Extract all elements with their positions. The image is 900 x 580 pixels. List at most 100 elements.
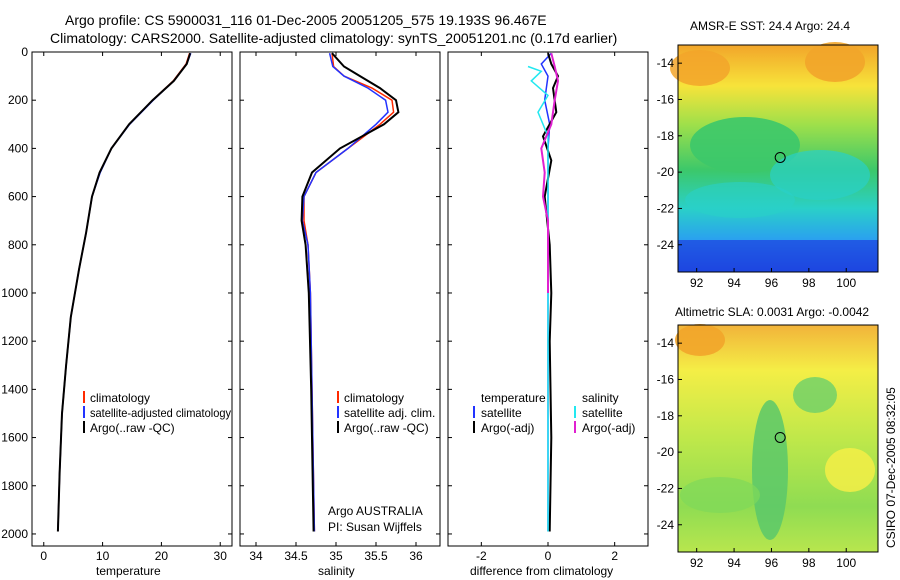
csiro-timestamp: CSIRO 07-Dec-2005 08:32:05 (884, 387, 898, 548)
sst-warm-patch (805, 42, 865, 82)
map-y-tick-label: -20 (657, 165, 675, 179)
depth-tick-label: 600 (8, 190, 28, 204)
map-y-tick-label: -18 (657, 409, 675, 423)
sla-green-ridge (752, 400, 788, 540)
difference-axis-label: difference from climatology (470, 564, 613, 578)
series-line-argo-raw-qc- (300, 52, 400, 532)
difference-legend: temperature satellite Argo(-adj) salinit… (473, 391, 635, 435)
legend-salinity-header: salinity (582, 391, 619, 405)
depth-tick-label: 1200 (1, 334, 28, 348)
sst-map-axes: 92 94 96 98 100 -14 -16 -18 -20 -22 -24 (657, 56, 857, 290)
temperature-axis-label: temperature (96, 564, 161, 578)
sst-cyan-patch (770, 150, 870, 200)
map-y-tick-label: -20 (657, 445, 675, 459)
sla-green-patch (680, 477, 760, 513)
legend-climatology: climatology (344, 391, 404, 405)
x-tick-label: 36 (409, 549, 423, 563)
map-x-tick-label: 92 (690, 556, 704, 570)
x-axis-ticks: 0 10 20 30 34 34.5 35 35.5 36 -2 0 2 (40, 52, 618, 563)
sst-float-marker (774, 151, 786, 163)
sst-cold-band (678, 240, 878, 272)
figure-title-line2: Climatology: CARS2000. Satellite-adjuste… (50, 30, 617, 46)
sla-map-axes: 92 94 96 98 100 -14 -16 -18 -20 -22 -24 (657, 336, 857, 570)
figure-title-line1: Argo profile: CS 5900031_116 01-Dec-2005… (65, 12, 547, 28)
depth-tick-label: 1800 (1, 479, 28, 493)
map-x-tick-label: 92 (690, 276, 704, 290)
series-line-satellite-adjusted-climatology (57, 52, 192, 532)
series-line-salinity-argo-adj- (540, 52, 560, 293)
legend-satellite-adjusted: satellite-adjusted climatology (90, 406, 231, 420)
pi-label: PI: Susan Wijffels (328, 520, 422, 534)
depth-tick-label: 800 (8, 238, 28, 252)
map-y-tick-label: -16 (657, 372, 675, 386)
legend-argo: Argo(..raw -QC) (344, 421, 429, 435)
legend-temperature-header: temperature (481, 391, 546, 405)
sst-cyan-patch (685, 182, 795, 218)
legend-sal-argo: Argo(-adj) (582, 421, 635, 435)
x-tick-label: 2 (611, 549, 618, 563)
temperature-panel (31, 51, 233, 547)
sst-map-frame (677, 44, 879, 273)
legend-temp-satellite: satellite (481, 406, 522, 420)
map-x-tick-label: 96 (765, 556, 779, 570)
x-tick-label: 0 (40, 549, 47, 563)
sst-map-title: AMSR-E SST: 24.4 Argo: 24.4 (690, 19, 850, 33)
argo-australia-label: Argo AUSTRALIA (328, 504, 423, 518)
series-line-temperature-argo-adj- (541, 52, 560, 532)
depth-tick-label: 200 (8, 93, 28, 107)
series-line-climatology (57, 52, 191, 532)
sla-map (675, 324, 878, 552)
depth-tick-label: 2000 (1, 527, 28, 541)
map-y-tick-label: -18 (657, 129, 675, 143)
legend-sal-satellite: satellite (582, 406, 623, 420)
map-y-tick-label: -24 (657, 518, 675, 532)
series-line-salinity-satellite (527, 65, 549, 532)
map-y-tick-label: -22 (657, 201, 675, 215)
x-tick-label: 35 (329, 549, 343, 563)
temperature-series (56, 52, 192, 532)
series-line-satellite-adj-clim- (301, 53, 389, 532)
legend-climatology: climatology (90, 391, 150, 405)
salinity-series (300, 52, 400, 532)
x-tick-label: 10 (96, 549, 110, 563)
map-x-tick-label: 100 (836, 556, 856, 570)
sla-green-patch (793, 377, 837, 413)
map-x-tick-label: 98 (802, 556, 816, 570)
sst-warm-patch (670, 50, 730, 86)
difference-series (527, 52, 560, 532)
series-line-argo-raw-qc- (56, 52, 192, 532)
sla-float-marker (774, 431, 786, 443)
x-tick-label: 0 (545, 549, 552, 563)
x-tick-label: 35.5 (364, 549, 388, 563)
map-y-tick-label: -22 (657, 481, 675, 495)
salinity-axis-label: salinity (318, 564, 355, 578)
legend-temp-argo: Argo(-adj) (481, 421, 534, 435)
sst-map (670, 42, 878, 272)
map-x-tick-label: 96 (765, 276, 779, 290)
sla-warm-patch (675, 324, 725, 356)
series-line-climatology (303, 53, 395, 532)
map-y-tick-label: -14 (657, 56, 675, 70)
map-x-tick-label: 98 (802, 276, 816, 290)
x-tick-label: 20 (155, 549, 169, 563)
map-x-tick-label: 94 (727, 556, 741, 570)
legend-argo: Argo(..raw -QC) (90, 421, 175, 435)
salinity-legend: climatology satellite adj. clim. Argo(..… (337, 391, 435, 435)
sla-map-frame (677, 324, 879, 553)
depth-tick-label: 400 (8, 141, 28, 155)
depth-tick-label: 1400 (1, 382, 28, 396)
depth-axis: 0 200 400 600 800 1000 1200 1400 1600 1800 2000 (1, 45, 648, 541)
depth-tick-label: 1600 (1, 431, 28, 445)
x-tick-label: 30 (214, 549, 228, 563)
sst-green-patch (690, 117, 800, 173)
map-x-tick-label: 100 (836, 276, 856, 290)
sla-map-title: Altimetric SLA: 0.0031 Argo: -0.0042 (675, 305, 869, 319)
x-tick-label: 34 (249, 549, 263, 563)
map-y-tick-label: -16 (657, 92, 675, 106)
x-tick-label: 34.5 (284, 549, 308, 563)
temperature-legend: climatology satellite-adjusted climatolo… (83, 391, 231, 435)
legend-satellite-adj-clim: satellite adj. clim. (344, 406, 435, 420)
salinity-panel (239, 51, 441, 547)
depth-tick-label: 1000 (1, 286, 28, 300)
